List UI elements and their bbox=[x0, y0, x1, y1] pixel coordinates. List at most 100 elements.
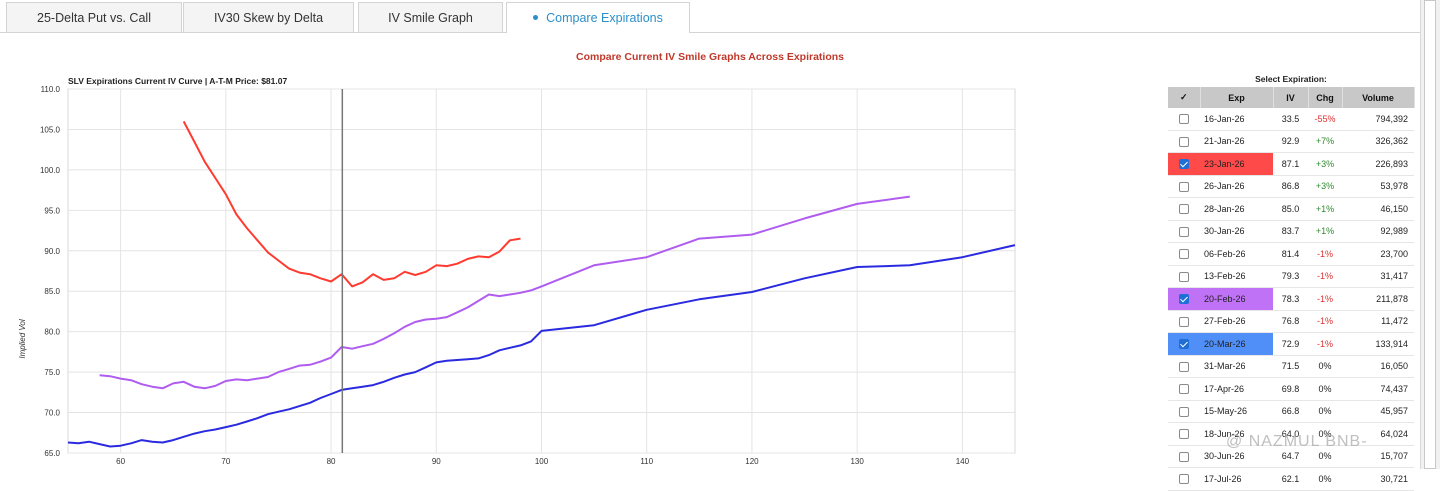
scrollbar-thumb[interactable] bbox=[1424, 0, 1436, 469]
row-exp: 31-Mar-26 bbox=[1200, 355, 1273, 378]
row-checkbox-cell[interactable] bbox=[1168, 108, 1200, 131]
tab-bar: 25-Delta Put vs. Call IV30 Skew by Delta… bbox=[0, 0, 1420, 33]
table-row[interactable]: 30-Jun-26 64.7 0% 15,707 bbox=[1168, 445, 1414, 468]
x-tick-label: 100 bbox=[535, 457, 549, 466]
row-checkbox[interactable] bbox=[1179, 114, 1189, 125]
row-checkbox[interactable] bbox=[1179, 181, 1189, 192]
row-volume: 794,392 bbox=[1342, 108, 1414, 131]
row-checkbox[interactable] bbox=[1179, 474, 1189, 485]
table-row[interactable]: 13-Feb-26 79.3 -1% 31,417 bbox=[1168, 265, 1414, 288]
row-volume: 16,050 bbox=[1342, 355, 1414, 378]
header-iv[interactable]: IV bbox=[1273, 87, 1309, 108]
row-checkbox-cell[interactable] bbox=[1168, 400, 1200, 423]
row-checkbox-cell[interactable] bbox=[1168, 130, 1200, 153]
table-row[interactable]: 20-Mar-26 72.9 -1% 133,914 bbox=[1168, 332, 1414, 356]
row-volume: 92,989 bbox=[1342, 220, 1414, 243]
row-checkbox-cell[interactable] bbox=[1168, 287, 1200, 311]
row-checkbox[interactable] bbox=[1179, 384, 1189, 395]
y-tick-label: 90.0 bbox=[44, 247, 60, 256]
page-scrollbar[interactable] bbox=[1420, 0, 1440, 469]
row-checkbox-cell[interactable] bbox=[1168, 197, 1200, 221]
row-volume: 23,700 bbox=[1342, 242, 1414, 266]
table-row[interactable]: 26-Jan-26 86.8 +3% 53,978 bbox=[1168, 175, 1414, 198]
table-row[interactable]: 15-May-26 66.8 0% 45,957 bbox=[1168, 400, 1414, 423]
row-iv: 69.8 bbox=[1273, 377, 1308, 401]
row-chg: 0% bbox=[1308, 377, 1342, 401]
x-tick-label: 80 bbox=[327, 457, 336, 466]
row-iv: 78.3 bbox=[1273, 287, 1308, 311]
row-chg: +1% bbox=[1308, 220, 1342, 243]
row-checkbox[interactable] bbox=[1179, 204, 1189, 215]
tab-compare-expirations[interactable]: Compare Expirations bbox=[506, 2, 690, 33]
row-exp: 17-Jul-26 bbox=[1200, 467, 1273, 491]
row-iv: 66.8 bbox=[1273, 400, 1308, 423]
row-checkbox-cell[interactable] bbox=[1168, 152, 1200, 176]
table-row[interactable]: 18-Jun-26 64.0 0% 64,024 bbox=[1168, 422, 1414, 446]
row-checkbox-cell[interactable] bbox=[1168, 310, 1200, 333]
row-chg: -1% bbox=[1308, 310, 1342, 333]
row-chg: +1% bbox=[1308, 197, 1342, 221]
row-checkbox[interactable] bbox=[1179, 271, 1189, 282]
row-checkbox-cell[interactable] bbox=[1168, 175, 1200, 198]
row-chg: -1% bbox=[1308, 287, 1342, 311]
row-checkbox[interactable] bbox=[1179, 294, 1189, 305]
header-exp[interactable]: Exp bbox=[1200, 87, 1274, 108]
row-checkbox[interactable] bbox=[1179, 316, 1189, 327]
table-row[interactable]: 20-Feb-26 78.3 -1% 211,878 bbox=[1168, 287, 1414, 311]
table-row[interactable]: 31-Mar-26 71.5 0% 16,050 bbox=[1168, 355, 1414, 378]
y-tick-label: 110.0 bbox=[41, 85, 61, 94]
table-row[interactable]: 06-Feb-26 81.4 -1% 23,700 bbox=[1168, 242, 1414, 266]
row-iv: 87.1 bbox=[1273, 152, 1308, 176]
tab-25-delta-put-vs-call[interactable]: 25-Delta Put vs. Call bbox=[6, 2, 182, 32]
row-iv: 76.8 bbox=[1273, 310, 1308, 333]
row-iv: 33.5 bbox=[1273, 108, 1308, 131]
row-volume: 74,437 bbox=[1342, 377, 1414, 401]
header-check: ✓ bbox=[1168, 87, 1201, 108]
table-row[interactable]: 27-Feb-26 76.8 -1% 11,472 bbox=[1168, 310, 1414, 333]
tab-iv30-skew-by-delta[interactable]: IV30 Skew by Delta bbox=[183, 2, 354, 32]
row-exp: 23-Jan-26 bbox=[1200, 152, 1273, 176]
active-dot-icon bbox=[533, 15, 539, 21]
row-checkbox[interactable] bbox=[1179, 406, 1189, 417]
table-row[interactable]: 17-Apr-26 69.8 0% 74,437 bbox=[1168, 377, 1414, 401]
row-chg: 0% bbox=[1308, 422, 1342, 446]
row-checkbox[interactable] bbox=[1179, 451, 1189, 462]
row-exp: 20-Feb-26 bbox=[1200, 287, 1273, 311]
row-checkbox[interactable] bbox=[1179, 361, 1189, 372]
x-tick-label: 60 bbox=[116, 457, 125, 466]
row-checkbox[interactable] bbox=[1179, 339, 1189, 350]
row-checkbox[interactable] bbox=[1179, 136, 1189, 147]
header-volume[interactable]: Volume bbox=[1342, 87, 1415, 108]
row-chg: 0% bbox=[1308, 467, 1342, 491]
row-exp: 21-Jan-26 bbox=[1200, 130, 1273, 153]
header-chg[interactable]: Chg bbox=[1308, 87, 1343, 108]
row-checkbox[interactable] bbox=[1179, 226, 1189, 237]
row-volume: 45,957 bbox=[1342, 400, 1414, 423]
tab-iv-smile-graph[interactable]: IV Smile Graph bbox=[358, 2, 503, 32]
row-checkbox-cell[interactable] bbox=[1168, 332, 1200, 356]
watermark: @ NAZMUL BNB- bbox=[1226, 433, 1368, 450]
chart-grid bbox=[67, 88, 1016, 454]
table-row[interactable]: 23-Jan-26 87.1 +3% 226,893 bbox=[1168, 152, 1414, 176]
row-chg: 0% bbox=[1308, 400, 1342, 423]
row-volume: 326,362 bbox=[1342, 130, 1414, 153]
row-checkbox-cell[interactable] bbox=[1168, 355, 1200, 378]
table-row[interactable]: 30-Jan-26 83.7 +1% 92,989 bbox=[1168, 220, 1414, 243]
row-checkbox[interactable] bbox=[1179, 159, 1189, 170]
row-checkbox-cell[interactable] bbox=[1168, 422, 1200, 446]
row-checkbox-cell[interactable] bbox=[1168, 242, 1200, 266]
table-header-row: ✓ Exp IV Chg Volume bbox=[1168, 87, 1415, 108]
row-checkbox[interactable] bbox=[1179, 429, 1189, 440]
table-row[interactable]: 16-Jan-26 33.5 -55% 794,392 bbox=[1168, 108, 1414, 131]
row-checkbox[interactable] bbox=[1179, 249, 1189, 260]
row-checkbox-cell[interactable] bbox=[1168, 220, 1200, 243]
row-checkbox-cell[interactable] bbox=[1168, 265, 1200, 288]
y-tick-label: 75.0 bbox=[44, 368, 60, 377]
row-chg: 0% bbox=[1308, 445, 1342, 468]
table-row[interactable]: 21-Jan-26 92.9 +7% 326,362 bbox=[1168, 130, 1414, 153]
table-row[interactable]: 17-Jul-26 62.1 0% 30,721 bbox=[1168, 467, 1414, 491]
row-checkbox-cell[interactable] bbox=[1168, 377, 1200, 401]
row-checkbox-cell[interactable] bbox=[1168, 445, 1200, 468]
row-checkbox-cell[interactable] bbox=[1168, 467, 1200, 491]
table-row[interactable]: 28-Jan-26 85.0 +1% 46,150 bbox=[1168, 197, 1414, 221]
